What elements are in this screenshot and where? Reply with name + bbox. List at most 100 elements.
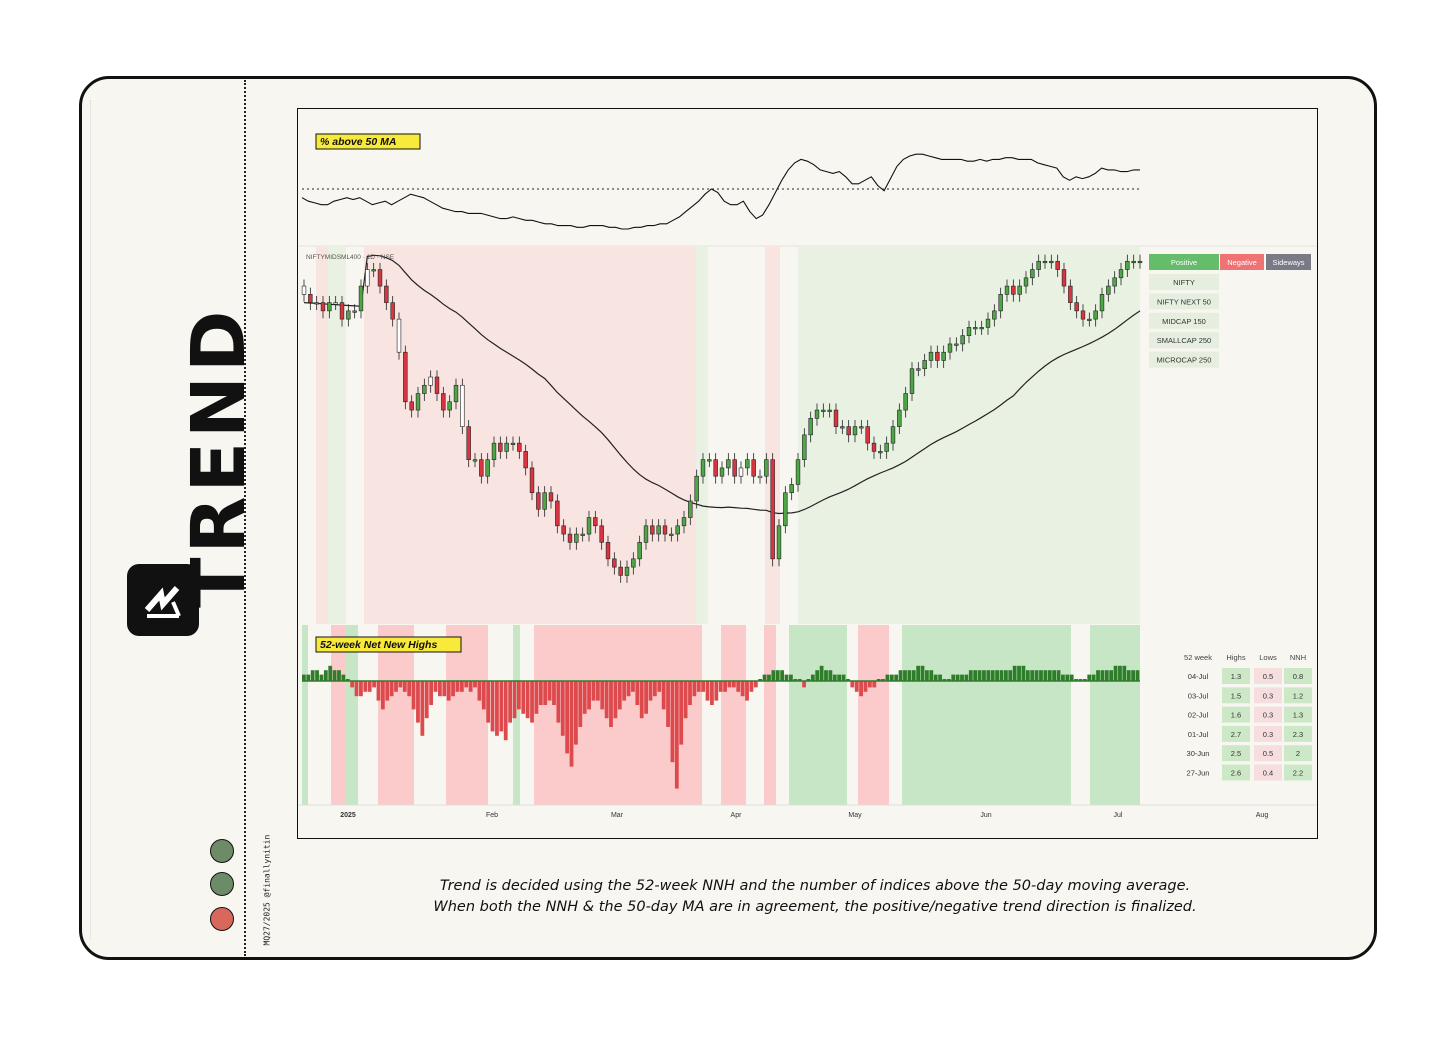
- index-name: SMALLCAP 250: [1157, 336, 1211, 345]
- nnh-regime-band: [513, 625, 520, 805]
- nnh-bar: [389, 681, 394, 697]
- nnh-table-cell: 03-Jul: [1188, 691, 1209, 700]
- candle-body: [954, 343, 959, 346]
- nnh-regime-band: [1090, 625, 1140, 805]
- candle-body: [377, 269, 383, 287]
- nnh-bar: [565, 681, 570, 754]
- nnh-bar: [683, 681, 688, 719]
- candle-body: [618, 566, 623, 576]
- caption: Trend is decided using the 52-week NNH a…: [330, 876, 1300, 918]
- nnh-bar: [1135, 670, 1140, 681]
- chart-canvas: 2025 Feb Mar Apr May Jun Jul Aug Positive Negati…: [298, 133, 1317, 819]
- x-tick-label: May: [848, 812, 862, 819]
- nnh-bar: [714, 681, 719, 701]
- nnh-bar: [907, 670, 912, 681]
- nnh-bar: [749, 681, 754, 692]
- candle-body: [504, 442, 509, 452]
- candle-body: [909, 368, 915, 394]
- nnh-bar: [459, 681, 464, 692]
- nnh-table-header: NNH: [1290, 653, 1306, 662]
- nnh-bar: [560, 681, 565, 736]
- nnh-table-cell: 2: [1296, 749, 1300, 758]
- trend-regime-band: [390, 246, 696, 624]
- nnh-bar: [635, 681, 640, 705]
- nnh-table-header: Highs: [1226, 653, 1245, 662]
- nnh-bar: [797, 679, 802, 681]
- nnh-bar: [1030, 670, 1035, 681]
- nnh-bar: [955, 674, 960, 681]
- nnh-bar: [442, 681, 447, 697]
- nnh-bar: [385, 681, 390, 701]
- candle-body: [827, 409, 832, 412]
- nnh-bar: [885, 674, 890, 681]
- nnh-bar: [306, 674, 311, 681]
- nnh-bar: [832, 674, 837, 681]
- nnh-bar: [644, 681, 649, 714]
- nnh-bar: [310, 670, 315, 681]
- nnh-bar: [464, 681, 469, 688]
- trend-regime-band: [328, 246, 346, 624]
- candle-body: [384, 285, 389, 303]
- nnh-bar: [587, 681, 591, 710]
- nnh-bar: [1034, 670, 1039, 681]
- candle-body: [327, 302, 332, 312]
- nnh-regime-band: [858, 625, 889, 805]
- candle-body: [960, 335, 965, 345]
- candle-body: [1030, 269, 1035, 279]
- nnh-bar: [486, 681, 491, 723]
- candle-body: [422, 384, 427, 394]
- x-tick-label: Aug: [1256, 812, 1269, 819]
- nnh-bar: [595, 681, 600, 701]
- status-header-sideways: [1266, 254, 1311, 270]
- nnh-bar: [622, 681, 627, 701]
- nnh-bar: [828, 670, 833, 681]
- candle-body: [1004, 285, 1010, 295]
- trend-arrow-logo-icon: [127, 564, 199, 636]
- nnh-bar: [753, 681, 758, 688]
- candle-body: [814, 409, 820, 419]
- candle-body: [1087, 318, 1092, 321]
- nnh-table-cell-bg: [1284, 668, 1312, 684]
- nnh-table-cell: 30-Jun: [1187, 749, 1210, 758]
- candle-body: [903, 393, 908, 411]
- candle-body: [719, 467, 725, 477]
- nnh-bar: [657, 681, 662, 692]
- nnh-bar: [350, 681, 355, 688]
- index-row: [1149, 332, 1219, 349]
- candle-body: [833, 409, 839, 427]
- caption-line-1: Trend is decided using the 52-week NNH a…: [439, 878, 1191, 894]
- candle-body: [751, 459, 756, 477]
- nnh-bar: [1074, 679, 1078, 681]
- nnh-bar: [424, 681, 429, 719]
- nnh-bar: [1025, 670, 1030, 681]
- candle-body: [637, 542, 642, 560]
- nnh-table-cell: 0.3: [1263, 711, 1273, 720]
- x-tick-label: Jul: [1114, 812, 1123, 819]
- candle-body: [605, 542, 611, 560]
- candle-body: [662, 525, 668, 535]
- nnh-bar: [1061, 674, 1065, 681]
- nnh-table-cell-bg: [1222, 725, 1250, 742]
- nnh-bar: [574, 681, 578, 745]
- candle-body: [757, 475, 763, 479]
- nnh-bar: [534, 681, 539, 714]
- nnh-bar: [762, 674, 767, 681]
- nnh-regime-band: [902, 625, 1071, 805]
- nnh-table-cell: 02-Jul: [1188, 711, 1209, 720]
- candle-body: [732, 459, 737, 477]
- nnh-bar: [1104, 670, 1109, 681]
- nnh-bar: [438, 681, 442, 697]
- candle-body: [593, 517, 598, 527]
- nnh-bar: [999, 670, 1004, 681]
- candle-body: [846, 426, 851, 436]
- nnh-bar: [380, 681, 385, 710]
- nnh-table-cell-bg: [1284, 687, 1312, 704]
- nnh-table-header: Lows: [1259, 653, 1277, 662]
- nnh-bar: [490, 681, 495, 732]
- nnh-bar: [1039, 670, 1043, 681]
- candle-body: [770, 459, 775, 560]
- candle-body: [561, 525, 566, 535]
- nnh-bar: [1118, 665, 1122, 681]
- nnh-bar: [473, 681, 477, 688]
- status-header-label: Positive: [1171, 258, 1197, 267]
